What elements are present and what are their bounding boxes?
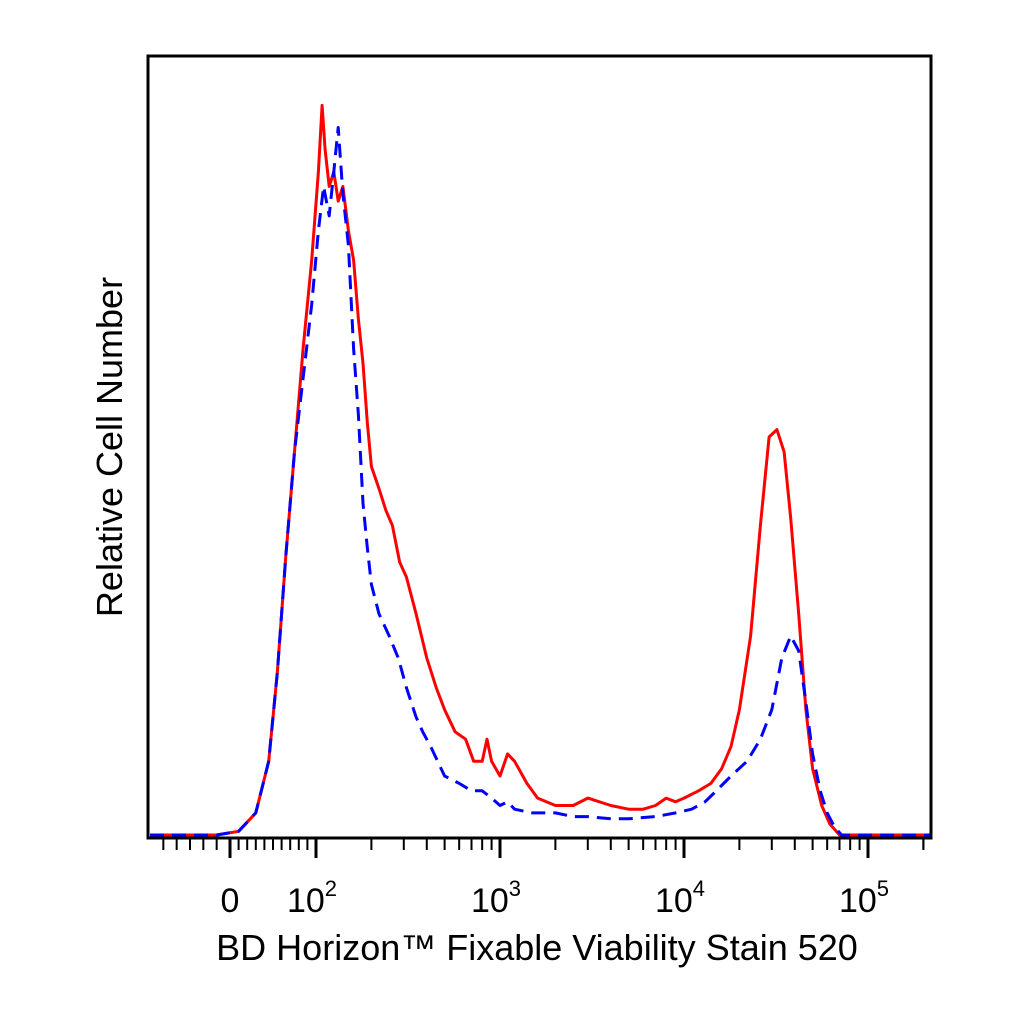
x-axis-tick-labels: 0 102 103 104 105: [221, 876, 890, 920]
x-tick-label: 103: [471, 876, 521, 920]
series-layer: [150, 103, 930, 837]
plot-frame: [146, 54, 933, 840]
x-tick-label: 102: [287, 876, 337, 920]
x-tick-label: 104: [655, 876, 705, 920]
series-line-dashed: [150, 126, 930, 837]
x-tick-label: 0: [221, 882, 240, 920]
x-tick-label: 105: [839, 876, 889, 920]
y-axis-title: Relative Cell Number: [89, 277, 130, 617]
series-line-solid: [150, 103, 930, 837]
x-axis-ticks: [162, 838, 925, 858]
x-axis-title: BD Horizon™ Fixable Viability Stain 520: [216, 927, 858, 968]
